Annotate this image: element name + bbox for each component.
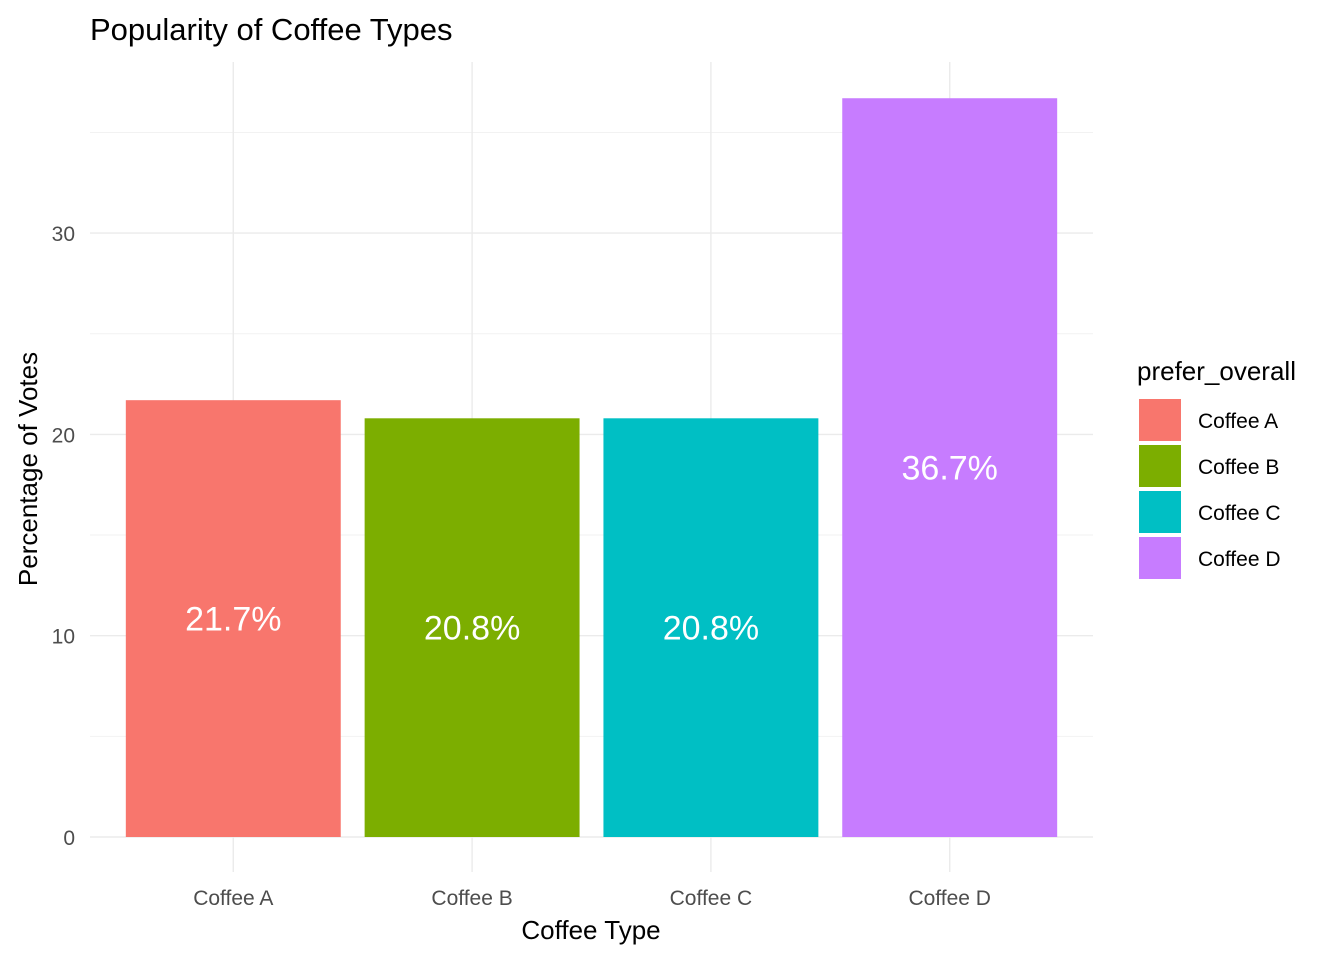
x-tick-label: Coffee B: [431, 887, 512, 910]
x-axis-ticks: Coffee A Coffee B Coffee C Coffee D: [193, 887, 991, 910]
y-tick-label: 0: [63, 827, 75, 850]
legend-items: Coffee A Coffee B Coffee C Coffee D: [1139, 399, 1281, 579]
legend-swatch: [1139, 491, 1181, 533]
data-label-group: 21.7% 20.8% 20.8% 36.7%: [185, 450, 998, 648]
y-tick-label: 20: [52, 424, 75, 447]
bar-coffee-b: [364, 418, 580, 837]
bar-coffee-a: [125, 400, 341, 837]
legend-label: Coffee C: [1198, 502, 1281, 525]
y-tick-label: 30: [52, 223, 75, 246]
legend-title: prefer_overall: [1137, 356, 1296, 386]
legend-label: Coffee A: [1198, 410, 1278, 433]
legend-swatch: [1139, 399, 1181, 441]
legend-swatch: [1139, 445, 1181, 487]
x-tick-label: Coffee C: [670, 887, 753, 910]
legend-swatch: [1139, 537, 1181, 579]
chart-title: Popularity of Coffee Types: [90, 12, 452, 47]
data-label: 20.8%: [424, 610, 520, 648]
data-label: 21.7%: [185, 601, 281, 639]
bar-coffee-c: [603, 418, 819, 837]
y-axis-title: Percentage of Votes: [13, 352, 43, 586]
y-tick-label: 10: [52, 626, 75, 649]
data-label: 20.8%: [663, 610, 759, 648]
y-axis-ticks: 0 10 20 30: [52, 223, 75, 850]
bar-coffee-d: [842, 98, 1058, 837]
data-label: 36.7%: [902, 450, 998, 488]
bar-group: [125, 98, 1058, 837]
legend-label: Coffee B: [1198, 456, 1279, 479]
x-axis-title: Coffee Type: [521, 915, 660, 945]
legend-label: Coffee D: [1198, 548, 1281, 571]
x-tick-label: Coffee D: [908, 887, 991, 910]
x-tick-label: Coffee A: [193, 887, 273, 910]
